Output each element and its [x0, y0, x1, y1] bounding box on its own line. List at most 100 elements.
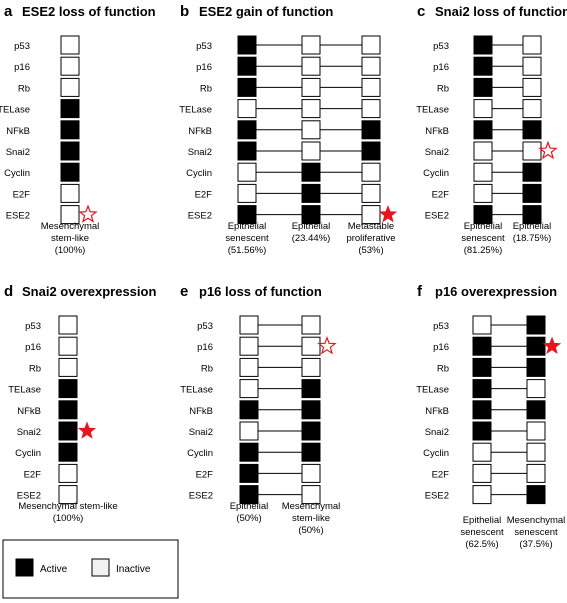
state-box-snai2-active: [301, 421, 321, 441]
gene-label-cyclin: Cyclin: [15, 448, 41, 459]
state-box-telase-inactive: [239, 379, 259, 399]
state-box-rb-inactive: [361, 77, 381, 97]
gene-label-e2f: E2F: [13, 189, 31, 200]
attractor-column: Epithelial(23.44%): [292, 35, 331, 244]
column-caption: (62.5%): [465, 539, 498, 550]
gene-label-nfkb: NFkB: [188, 126, 212, 137]
state-box-ese2-inactive: [472, 485, 492, 505]
column-caption: (18.75%): [513, 233, 552, 244]
state-box-e2f-inactive: [58, 463, 78, 483]
state-box-nfkb-active: [472, 400, 492, 420]
state-box-p16-inactive: [60, 56, 80, 76]
gene-label-p53: p53: [14, 41, 30, 52]
column-caption: (23.44%): [292, 233, 331, 244]
panel-d: d Snai2 overexpression p53 p16 Rb TELase NFkB S…: [4, 283, 156, 524]
state-box-snai2-active: [60, 141, 80, 161]
filled-star-icon: [542, 336, 562, 354]
column-caption: (50%): [298, 525, 323, 536]
gene-label-e2f: E2F: [196, 469, 214, 480]
state-box-snai2-inactive: [526, 421, 546, 441]
state-box-cyclin-active: [239, 442, 259, 462]
column-caption: Mesenchymal: [507, 515, 566, 526]
state-box-p16-active: [473, 56, 493, 76]
gene-label-p53: p53: [196, 41, 212, 52]
state-box-rb-inactive: [522, 77, 542, 97]
gene-label-nfkb: NFkB: [425, 406, 449, 417]
gene-label-rb: Rb: [437, 83, 449, 94]
state-box-telase-inactive: [237, 99, 257, 119]
legend: Active Inactive: [2, 539, 179, 599]
state-box-rb-inactive: [301, 77, 321, 97]
state-box-cyclin-inactive: [361, 162, 381, 182]
column-caption: (53%): [358, 245, 383, 256]
column-caption: (81.25%): [464, 245, 503, 256]
column-caption: stem-like: [292, 513, 330, 524]
gene-label-nfkb: NFkB: [6, 126, 30, 137]
gene-label-ese2: ESE2: [17, 491, 41, 502]
state-box-p53-active: [237, 35, 257, 55]
gene-label-rb: Rb: [200, 83, 212, 94]
gene-label-snai2: Snai2: [189, 427, 213, 438]
state-box-p16-active: [526, 336, 546, 356]
state-box-p53-inactive: [60, 35, 80, 55]
panel-title: ESE2 gain of function: [199, 4, 333, 19]
column-caption: Mesenchymal: [41, 221, 100, 232]
gene-label-cyclin: Cyclin: [4, 168, 30, 179]
state-box-e2f-active: [301, 183, 321, 203]
panel-label: c: [417, 3, 425, 20]
state-box-p53-inactive: [522, 35, 542, 55]
panel-f: f p16 overexpression p53 p16 Rb TELase NFkB Sna…: [416, 283, 565, 550]
state-box-nfkb-active: [239, 400, 259, 420]
gene-label-telase: TELase: [180, 385, 213, 396]
column-caption: (50%): [236, 513, 261, 524]
panel-c: c Snai2 loss of function p53 p16 Rb TELase NFk…: [416, 3, 567, 256]
column-caption: Mesenchymal stem-like: [18, 501, 117, 512]
state-box-rb-inactive: [301, 357, 321, 377]
state-box-cyclin-active: [58, 442, 78, 462]
column-caption: (100%): [53, 513, 84, 524]
state-box-p53-active: [526, 315, 546, 335]
state-box-p53-inactive: [58, 315, 78, 335]
state-box-nfkb-active: [237, 120, 257, 140]
filled-star-icon: [378, 204, 398, 223]
gene-label-p16: p16: [433, 342, 449, 353]
column-caption: proliferative: [346, 233, 395, 244]
state-box-p53-inactive: [301, 35, 321, 55]
state-box-snai2-active: [58, 421, 78, 441]
state-box-nfkb-inactive: [301, 120, 321, 140]
gene-label-p53: p53: [197, 321, 213, 332]
state-box-nfkb-active: [58, 400, 78, 420]
filled-star-icon: [77, 421, 97, 439]
gene-label-p53: p53: [433, 41, 449, 52]
state-box-snai2-active: [237, 141, 257, 161]
state-box-p53-active: [473, 35, 493, 55]
gene-label-cyclin: Cyclin: [187, 448, 213, 459]
state-box-ese2-inactive: [361, 205, 381, 225]
column-caption: stem-like: [51, 233, 89, 244]
outline-star-icon: [538, 140, 558, 160]
state-box-snai2-inactive: [301, 141, 321, 161]
gene-label-telase: TELase: [179, 105, 212, 116]
state-box-ese2-active: [237, 205, 257, 225]
panel-label: a: [4, 3, 13, 20]
gene-label-p53: p53: [433, 321, 449, 332]
state-box-nfkb-active: [301, 400, 321, 420]
state-box-ese2-active: [522, 205, 542, 225]
gene-label-snai2: Snai2: [188, 147, 212, 158]
panel-a: a ESE2 loss of function p53 p16 Rb TELase NFkB…: [0, 3, 156, 256]
state-box-telase-active: [60, 99, 80, 119]
state-box-telase-active: [301, 379, 321, 399]
gene-label-rb: Rb: [29, 363, 41, 374]
state-box-ese2-active: [301, 205, 321, 225]
panel-title: Snai2 loss of function: [435, 4, 567, 19]
gene-label-ese2: ESE2: [189, 491, 213, 502]
state-box-telase-inactive: [301, 99, 321, 119]
state-box-snai2-active: [472, 421, 492, 441]
gene-label-rb: Rb: [18, 83, 30, 94]
legend-inactive-swatch: [91, 558, 110, 577]
gene-label-cyclin: Cyclin: [186, 168, 212, 179]
